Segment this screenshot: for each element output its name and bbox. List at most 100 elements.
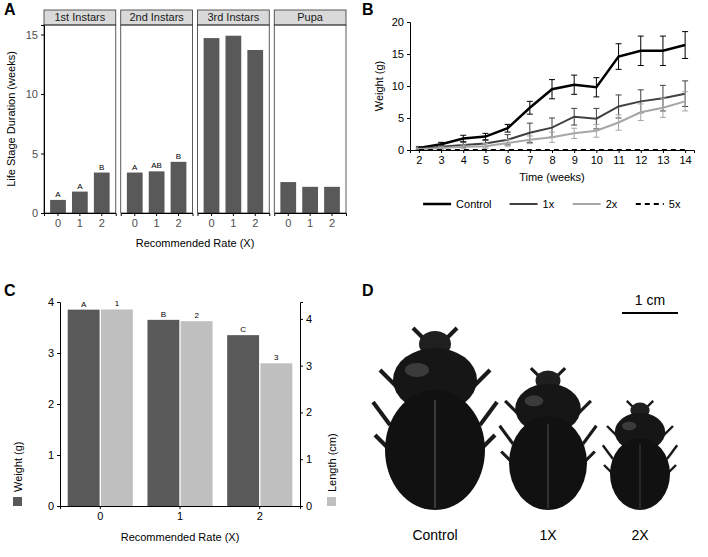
tick-mark <box>101 213 102 216</box>
tick: 3 <box>300 360 312 372</box>
tick-label: 2 <box>329 217 335 229</box>
tick-mark <box>288 213 289 216</box>
error-cap <box>527 123 533 124</box>
error-cap <box>505 132 511 133</box>
beetle <box>603 401 677 510</box>
tick: 0 <box>48 500 60 512</box>
tick: 4 <box>300 313 312 325</box>
tick-label: 11 <box>613 154 624 166</box>
legend-swatch <box>636 203 664 205</box>
bar <box>260 363 292 506</box>
facet: Pupa012 <box>274 10 346 229</box>
error-cap <box>460 142 466 143</box>
beetle-suture <box>639 444 640 509</box>
tick: 2 <box>48 398 60 410</box>
tick-mark <box>79 213 80 216</box>
specimen-label: 1X <box>539 527 557 543</box>
data-label: 2 <box>194 311 199 320</box>
tick-label: 10 <box>26 88 38 100</box>
beetle-leg <box>373 402 390 425</box>
beetle-leg <box>583 426 596 444</box>
legend-label: Control <box>456 198 491 210</box>
axis-line <box>198 214 270 217</box>
tick-mark <box>530 150 531 153</box>
error-cap <box>593 77 599 78</box>
series-line <box>419 101 685 149</box>
tick-mark <box>300 459 303 460</box>
error-cap <box>660 65 666 66</box>
error-cap <box>593 137 599 138</box>
error-cap <box>549 132 555 133</box>
bar <box>324 187 340 213</box>
bars <box>280 182 340 213</box>
tick-mark <box>300 366 303 367</box>
bar <box>227 335 259 506</box>
tick-mark <box>574 150 575 153</box>
error-cap <box>527 101 533 102</box>
tick-label: 20 <box>392 16 404 28</box>
beetle-shine <box>525 395 544 406</box>
tick-mark <box>485 150 486 153</box>
axis-line <box>407 23 411 151</box>
tick-label: 9 <box>572 154 578 166</box>
tick: 7 <box>527 150 533 166</box>
legend-swatch <box>573 203 601 205</box>
beetle-leg <box>500 426 513 444</box>
axis-line <box>45 214 117 217</box>
error-cap <box>460 135 466 136</box>
tick: 2 <box>252 213 258 229</box>
tick-label: 1 <box>177 510 183 522</box>
axis: 01234 <box>300 303 312 513</box>
tick: 4 <box>48 296 60 308</box>
axis: 012 <box>45 213 117 229</box>
axis-title: Recommended Rate (X) <box>136 237 255 249</box>
facet: 3rd Instars012 <box>198 10 270 229</box>
tick-mark <box>407 54 410 55</box>
error-cap <box>593 108 599 109</box>
tick-mark <box>57 404 60 405</box>
beetle <box>373 328 497 510</box>
tick: 0 <box>398 144 410 156</box>
tick: 15 <box>392 48 410 60</box>
tick: 9 <box>572 150 578 166</box>
tick-label: 5 <box>483 154 489 166</box>
error-cap <box>482 143 488 144</box>
scale-bar <box>622 312 678 314</box>
tick-label: 1 <box>48 449 54 461</box>
error-cap <box>527 143 533 144</box>
series-line <box>419 94 685 149</box>
facet: 2nd InstarsAABB012 <box>121 10 193 229</box>
error-cap <box>660 98 666 99</box>
facet-strip <box>198 10 270 25</box>
facet-title: 1st Instars <box>55 11 106 23</box>
error-cap <box>571 108 577 109</box>
tick-mark <box>300 506 303 507</box>
tick-mark <box>552 150 553 153</box>
tick: 10 <box>591 150 603 166</box>
tick-mark <box>508 150 509 153</box>
legend: Control1x2x5x <box>423 198 681 210</box>
tick: 0 <box>32 207 44 219</box>
tick: 2 <box>99 213 105 229</box>
axis-title: Length (cm) <box>326 433 338 492</box>
tick-mark <box>211 213 212 216</box>
tick-mark <box>259 506 260 509</box>
tick: 1 <box>230 213 236 229</box>
plot-area <box>68 309 293 506</box>
error-cap <box>571 75 577 76</box>
tick-label: 1 <box>306 453 312 465</box>
tick: 0 <box>97 506 103 522</box>
tick-label: 0 <box>32 207 38 219</box>
bar <box>127 173 143 213</box>
error-cap <box>549 79 555 80</box>
error-cap <box>638 103 644 104</box>
tick-mark <box>596 150 597 153</box>
bars <box>50 173 110 213</box>
tick-mark <box>332 213 333 216</box>
error-cap <box>682 31 688 32</box>
beetle-shine <box>622 422 636 430</box>
error-cap <box>616 130 622 131</box>
beetle-leg <box>480 402 497 425</box>
tick-mark <box>685 150 686 153</box>
tick: 20 <box>392 16 410 28</box>
